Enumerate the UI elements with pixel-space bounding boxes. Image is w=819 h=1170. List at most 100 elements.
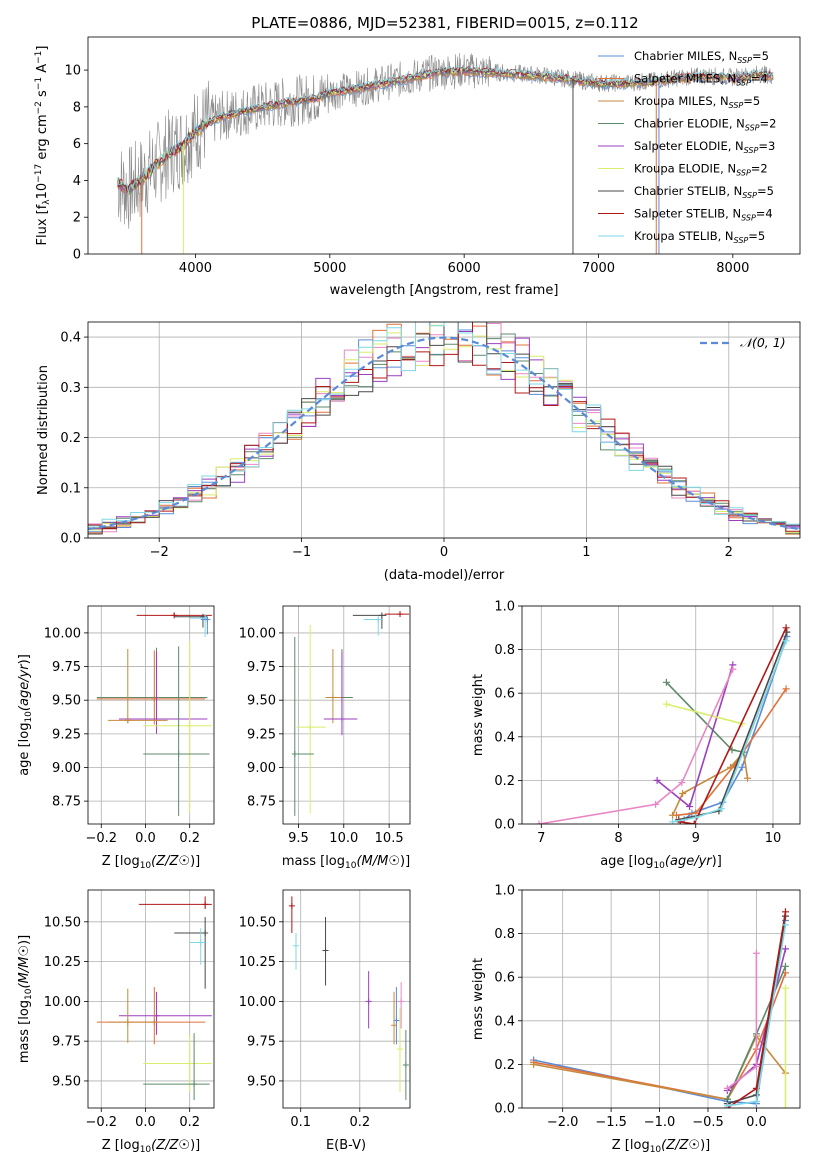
axes-mass_vs_EBV: 0.1 0.2 9.50 9.75 10.00 10.25 10.50	[239, 889, 411, 1130]
weight-point	[686, 803, 694, 811]
x-tick-label: −1.0	[644, 1115, 676, 1130]
y-tick-label: 0.2	[60, 431, 81, 446]
data-point	[288, 902, 295, 909]
x-tick-label: 6000	[448, 261, 481, 276]
weight-vs-Z-ylabel: mass weight	[471, 958, 486, 1040]
data-point	[292, 942, 299, 949]
y-tick-label: 0.8	[494, 927, 515, 942]
weight-point	[717, 805, 725, 813]
weight-point	[669, 811, 677, 819]
plot-area-age_vs_mass	[291, 611, 410, 816]
x-tick-label: 8	[614, 831, 622, 846]
axes-frame	[282, 605, 411, 825]
data-point	[153, 716, 160, 723]
model-spectrum	[117, 65, 774, 194]
y-tick-label: 8.75	[52, 795, 81, 810]
axes-frame	[521, 605, 801, 825]
weight-point	[781, 1104, 789, 1108]
age-vs-mass-xlabel: mass [log10(M/M☉)]	[282, 854, 410, 871]
weight-vs-age-xlabel: age [log10(age/yr)]	[600, 854, 722, 871]
x-tick-label: −0.5	[692, 1115, 724, 1130]
axes-weight_vs_age: 7 8 9 10 0.0 0.2 0.4 0.6 0.8 1.0	[494, 600, 801, 846]
model-spectrum	[117, 70, 774, 195]
weight-line	[683, 636, 788, 821]
weight-point	[679, 789, 687, 797]
data-point	[124, 717, 131, 724]
axes-age_vs_mass: 9.5 10.0 10.5 8.75 9.00 9.25 9.50 9.75 10.00	[239, 605, 411, 846]
y-tick-label: 2	[73, 211, 81, 226]
x-tick-label: 7	[537, 831, 545, 846]
weight-point	[729, 665, 737, 673]
data-point	[291, 751, 298, 758]
weight-point	[752, 949, 760, 957]
weight-point	[723, 1102, 731, 1108]
weight-point	[530, 1060, 538, 1068]
y-tick-label: 9.75	[247, 660, 276, 675]
weight-point	[662, 700, 670, 708]
age-vs-Z-xlabel: Z [log10(Z/Z☉)]	[102, 854, 200, 871]
x-tick-label: 8000	[716, 261, 749, 276]
data-point	[204, 616, 211, 623]
legend-label: Salpeter MILES, NSSP=4	[634, 72, 768, 88]
weight-vs-Z-xlabel: Z [log10(Z/Z☉)]	[612, 1138, 710, 1155]
mass-vs-Z-ylabel: mass [log10(M/M☉)]	[17, 935, 34, 1063]
weight-point	[781, 945, 789, 953]
data-point	[338, 716, 345, 723]
weight-line	[680, 627, 787, 824]
grid-mass_vs_Z	[88, 890, 214, 1108]
data-point	[365, 998, 372, 1005]
x-tick-label: 4000	[179, 261, 212, 276]
plot-area-residuals	[88, 322, 800, 536]
y-tick-label: 1.0	[494, 884, 515, 899]
y-tick-label: 0.0	[60, 532, 81, 547]
x-tick-label: 10	[765, 831, 782, 846]
x-tick-label: 5000	[313, 261, 346, 276]
data-point	[124, 1019, 131, 1026]
y-tick-label: 9.50	[52, 694, 81, 709]
weight-line	[656, 664, 734, 808]
axes-frame	[282, 889, 411, 1109]
weight-point	[678, 779, 686, 787]
plot-area-spectrum	[117, 53, 774, 254]
model-spectrum	[117, 69, 774, 195]
x-tick-label: −2	[150, 545, 169, 560]
x-tick-label: −1	[292, 545, 311, 560]
data-point	[329, 694, 336, 701]
y-tick-label: 10.50	[44, 915, 81, 930]
data-point	[375, 616, 382, 623]
y-tick-label: 10.00	[44, 995, 81, 1010]
weight-point	[782, 685, 790, 693]
y-tick-label: 0.2	[494, 1058, 515, 1073]
data-point	[171, 612, 178, 619]
y-tick-label: 9.00	[247, 761, 276, 776]
axes-spectrum: 4000 5000 6000 7000 8000 0 2 4 6 8 10	[64, 36, 801, 276]
y-tick-label: 0.4	[494, 730, 515, 745]
x-tick-label: 9.5	[288, 831, 309, 846]
data-point	[202, 929, 209, 936]
y-tick-label: 9.75	[52, 1035, 81, 1050]
residuals-xlabel: (data-model)/error	[384, 568, 505, 583]
y-tick-label: 9.75	[52, 660, 81, 675]
x-tick-label: −1.5	[595, 1115, 627, 1130]
weight-point	[781, 984, 789, 992]
y-tick-label: 10.00	[239, 995, 276, 1010]
x-tick-label: 0.2	[179, 831, 200, 846]
legend-label: Kroupa STELIB, NSSP=5	[634, 229, 765, 245]
data-point	[186, 722, 193, 729]
axes-age_vs_Z: −0.2 0.0 0.2 8.75 9.00 9.25 9.50 9.75 10.00	[44, 605, 215, 846]
x-tick-label: −2.0	[547, 1115, 579, 1130]
axes-residuals: −2 −1 0 1 2 0.0 0.1 0.2 0.3 0.4	[60, 321, 801, 560]
data-point	[191, 1081, 198, 1088]
weight-point	[652, 800, 660, 808]
x-tick-label: 2	[725, 545, 733, 560]
x-tick-label: −0.2	[85, 1115, 117, 1130]
y-tick-label: 0.6	[494, 971, 515, 986]
x-tick-label: 0.2	[179, 1115, 200, 1130]
axes-mass_vs_Z: −0.2 0.0 0.2 9.50 9.75 10.00 10.25 10.50	[44, 889, 215, 1130]
plot-area-mass_vs_Z	[96, 896, 212, 1101]
y-tick-label: 6	[73, 137, 81, 152]
y-tick-label: 0.6	[494, 687, 515, 702]
spectrum-ylabel: Flux [fλ10−17 erg cm−2 s−1 A−1]	[34, 46, 52, 246]
y-tick-label: 9.50	[247, 1074, 276, 1089]
data-point	[397, 611, 404, 618]
